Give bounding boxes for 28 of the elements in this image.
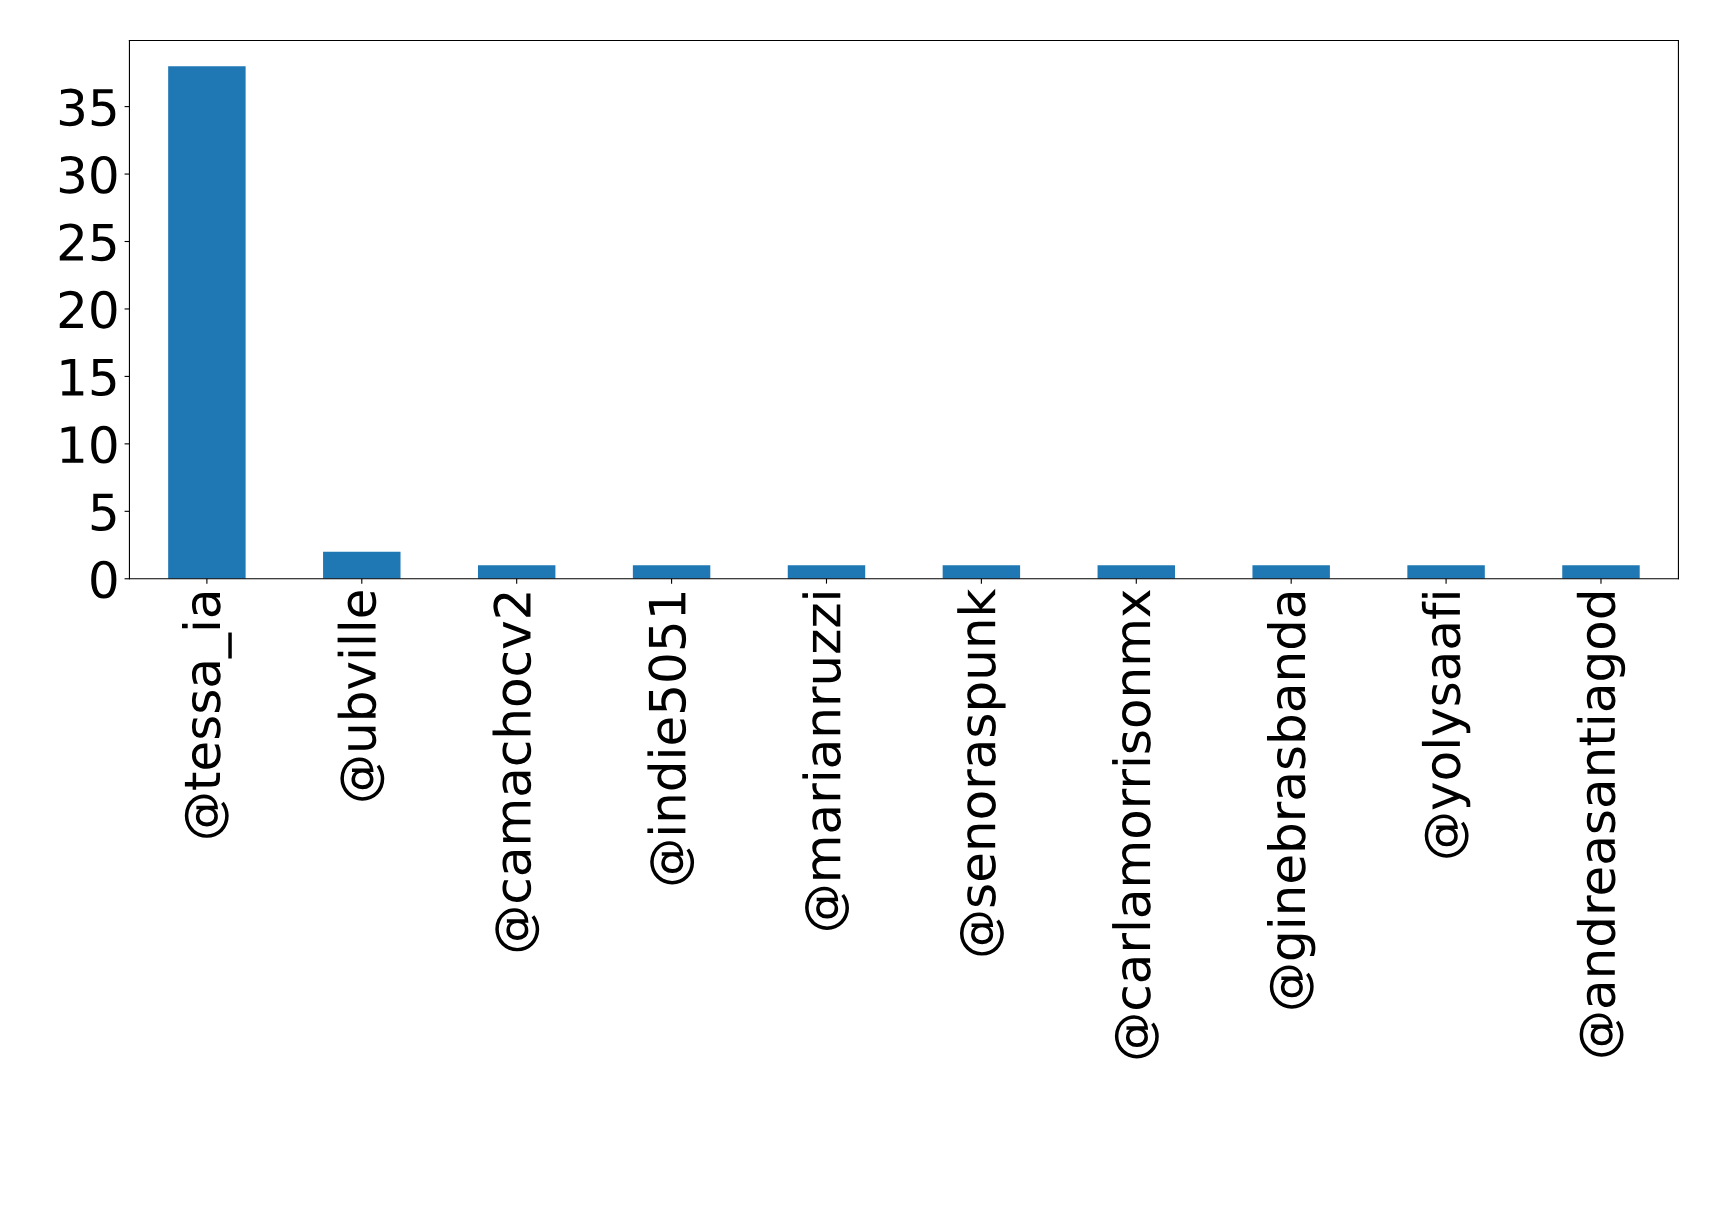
y-tick-label: 35 xyxy=(59,88,116,127)
y-tick-label: 15 xyxy=(61,358,116,397)
x-tick-label: @andreasantiagod xyxy=(1576,593,1626,1057)
x-tick-label: @marianruzzi xyxy=(802,593,849,930)
bar xyxy=(477,565,556,579)
y-tick-label: 30 xyxy=(59,155,117,194)
x-tick-label: @yolysaafi xyxy=(1421,593,1471,858)
bar xyxy=(323,551,401,579)
y-tick-label: 25 xyxy=(59,223,116,262)
x-tick-label: @carlamorrisonmx xyxy=(1112,590,1159,1059)
y-tick-label: 20 xyxy=(59,290,117,329)
x-tick-label: @tessa_ia xyxy=(182,593,232,838)
bar xyxy=(632,565,711,579)
bar xyxy=(1562,565,1640,579)
bar xyxy=(168,66,246,579)
bar xyxy=(1407,565,1485,579)
bar xyxy=(787,565,866,579)
y-tick-label: 10 xyxy=(61,425,117,464)
x-tick-label: @ginebrasbanda xyxy=(1266,593,1316,1009)
bar xyxy=(1097,565,1176,579)
x-tick-label: @senoraspunk xyxy=(957,588,1006,956)
bar xyxy=(1252,565,1330,579)
y-tick-label: 5 xyxy=(91,493,116,532)
x-tick-label: @camachocv2 xyxy=(492,593,540,952)
x-tick-label: @indie5051 xyxy=(647,593,695,885)
x-tick-label: @ubville xyxy=(337,591,385,801)
y-tick-label: 0 xyxy=(91,560,117,599)
bar xyxy=(942,565,1021,579)
